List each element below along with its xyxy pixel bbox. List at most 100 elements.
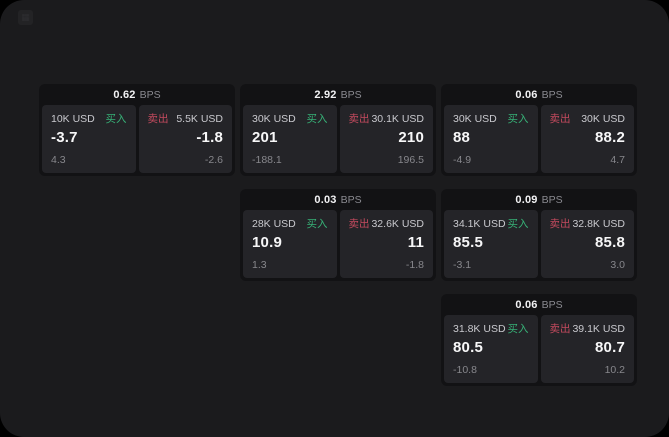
sell-side-label: 卖出 — [549, 113, 571, 125]
buy-side-label: 买入 — [105, 113, 127, 125]
sell-quote-panel[interactable]: 卖出 30K USD 88.2 4.7 — [540, 105, 634, 173]
buy-price-value: 80.5 — [453, 339, 483, 356]
buy-delta-value: -10.8 — [453, 364, 477, 376]
buy-quote-panel[interactable]: 31.8K USD 买入 80.5 -10.8 — [444, 315, 538, 383]
buy-quote-panel[interactable]: 28K USD 买入 10.9 1.3 — [243, 210, 337, 278]
quote-cards-grid: 0.62 BPS 10K USD 买入 -3.7 4.3 卖出 5.5K USD… — [39, 84, 637, 386]
buy-panel-header: 30K USD 买入 — [453, 113, 529, 125]
buy-price-value: 88 — [453, 129, 471, 146]
quote-card: 0.09 BPS 34.1K USD 买入 85.5 -3.1 卖出 32.8K… — [441, 189, 637, 281]
sell-amount-label: 5.5K USD — [176, 113, 223, 125]
card-header: 0.03 BPS — [240, 189, 436, 210]
bps-unit-label: BPS — [541, 193, 563, 206]
sell-delta-value: -2.6 — [204, 154, 223, 166]
sell-quote-panel[interactable]: 卖出 5.5K USD -1.8 -2.6 — [138, 105, 232, 173]
bps-unit-label: BPS — [541, 298, 563, 311]
app-logo-icon: ▦ — [18, 10, 33, 25]
sell-panel-header: 卖出 39.1K USD — [550, 323, 626, 335]
buy-panel-header: 34.1K USD 买入 — [453, 218, 529, 230]
sell-amount-label: 32.6K USD — [371, 218, 424, 230]
sell-delta-value: 3.0 — [610, 259, 625, 271]
sell-quote-panel[interactable]: 卖出 30.1K USD 210 196.5 — [339, 105, 433, 173]
sell-side-label: 卖出 — [348, 218, 370, 230]
quote-panels: 28K USD 买入 10.9 1.3 卖出 32.6K USD 11 -1.8 — [240, 210, 436, 281]
sell-side-label: 卖出 — [549, 323, 571, 335]
sell-price-value: 85.8 — [595, 234, 625, 251]
sell-quote-panel[interactable]: 卖出 32.8K USD 85.8 3.0 — [540, 210, 634, 278]
buy-side-label: 买入 — [507, 113, 529, 125]
buy-quote-panel[interactable]: 30K USD 买入 201 -188.1 — [243, 105, 337, 173]
bps-value: 0.06 — [515, 88, 538, 101]
buy-delta-value: -188.1 — [252, 154, 282, 166]
card-header: 0.09 BPS — [441, 189, 637, 210]
sell-amount-label: 30.1K USD — [371, 113, 424, 125]
buy-delta-value: 1.3 — [252, 259, 267, 271]
sell-price-value: 11 — [407, 234, 424, 251]
quote-panels: 31.8K USD 买入 80.5 -10.8 卖出 39.1K USD 80.… — [441, 315, 637, 386]
sell-panel-header: 卖出 30.1K USD — [349, 113, 425, 125]
sell-amount-label: 32.8K USD — [572, 218, 625, 230]
quote-card: 0.62 BPS 10K USD 买入 -3.7 4.3 卖出 5.5K USD… — [39, 84, 235, 176]
quote-card: 0.06 BPS 31.8K USD 买入 80.5 -10.8 卖出 39.1… — [441, 294, 637, 386]
sell-quote-panel[interactable]: 卖出 32.6K USD 11 -1.8 — [339, 210, 433, 278]
buy-panel-header: 31.8K USD 买入 — [453, 323, 529, 335]
card-header: 0.06 BPS — [441, 294, 637, 315]
card-header: 0.62 BPS — [39, 84, 235, 105]
quote-card: 0.03 BPS 28K USD 买入 10.9 1.3 卖出 32.6K US… — [240, 189, 436, 281]
bps-unit-label: BPS — [139, 88, 161, 101]
buy-price-value: 85.5 — [453, 234, 483, 251]
buy-amount-label: 28K USD — [252, 218, 296, 230]
buy-amount-label: 10K USD — [51, 113, 95, 125]
buy-quote-panel[interactable]: 10K USD 买入 -3.7 4.3 — [42, 105, 136, 173]
bps-value: 0.09 — [515, 193, 538, 206]
sell-side-label: 卖出 — [348, 113, 370, 125]
bps-value: 0.06 — [515, 298, 538, 311]
sell-side-label: 卖出 — [549, 218, 571, 230]
sell-amount-label: 30K USD — [581, 113, 625, 125]
sell-price-value: 80.7 — [595, 339, 625, 356]
quote-panels: 34.1K USD 买入 85.5 -3.1 卖出 32.8K USD 85.8… — [441, 210, 637, 281]
buy-side-label: 买入 — [507, 218, 529, 230]
quote-panels: 30K USD 买入 88 -4.9 卖出 30K USD 88.2 4.7 — [441, 105, 637, 176]
bps-value: 0.62 — [113, 88, 136, 101]
bps-unit-label: BPS — [541, 88, 563, 101]
card-header: 0.06 BPS — [441, 84, 637, 105]
buy-price-value: 201 — [252, 129, 278, 146]
buy-panel-header: 28K USD 买入 — [252, 218, 328, 230]
buy-delta-value: -4.9 — [453, 154, 472, 166]
sell-price-value: 210 — [398, 129, 424, 146]
sell-delta-value: 196.5 — [397, 154, 424, 166]
buy-delta-value: -3.1 — [453, 259, 472, 271]
bps-unit-label: BPS — [340, 88, 362, 101]
quote-card: 0.06 BPS 30K USD 买入 88 -4.9 卖出 30K USD 8… — [441, 84, 637, 176]
buy-price-value: 10.9 — [252, 234, 282, 251]
sell-delta-value: -1.8 — [405, 259, 424, 271]
sell-panel-header: 卖出 32.6K USD — [349, 218, 425, 230]
bps-value: 0.03 — [314, 193, 337, 206]
sell-quote-panel[interactable]: 卖出 39.1K USD 80.7 10.2 — [540, 315, 634, 383]
quote-panels: 30K USD 买入 201 -188.1 卖出 30.1K USD 210 1… — [240, 105, 436, 176]
buy-side-label: 买入 — [306, 218, 328, 230]
buy-panel-header: 30K USD 买入 — [252, 113, 328, 125]
sell-price-value: -1.8 — [196, 129, 223, 146]
buy-amount-label: 34.1K USD — [453, 218, 506, 230]
buy-quote-panel[interactable]: 34.1K USD 买入 85.5 -3.1 — [444, 210, 538, 278]
buy-amount-label: 30K USD — [252, 113, 296, 125]
buy-side-label: 买入 — [507, 323, 529, 335]
sell-panel-header: 卖出 32.8K USD — [550, 218, 626, 230]
buy-delta-value: 4.3 — [51, 154, 66, 166]
sell-panel-header: 卖出 30K USD — [550, 113, 626, 125]
sell-amount-label: 39.1K USD — [572, 323, 625, 335]
sell-panel-header: 卖出 5.5K USD — [148, 113, 224, 125]
sell-side-label: 卖出 — [147, 113, 169, 125]
buy-amount-label: 31.8K USD — [453, 323, 506, 335]
sell-delta-value: 4.7 — [610, 154, 625, 166]
quote-panels: 10K USD 买入 -3.7 4.3 卖出 5.5K USD -1.8 -2.… — [39, 105, 235, 176]
bps-value: 2.92 — [314, 88, 337, 101]
buy-quote-panel[interactable]: 30K USD 买入 88 -4.9 — [444, 105, 538, 173]
buy-amount-label: 30K USD — [453, 113, 497, 125]
bps-unit-label: BPS — [340, 193, 362, 206]
buy-panel-header: 10K USD 买入 — [51, 113, 127, 125]
card-header: 2.92 BPS — [240, 84, 436, 105]
